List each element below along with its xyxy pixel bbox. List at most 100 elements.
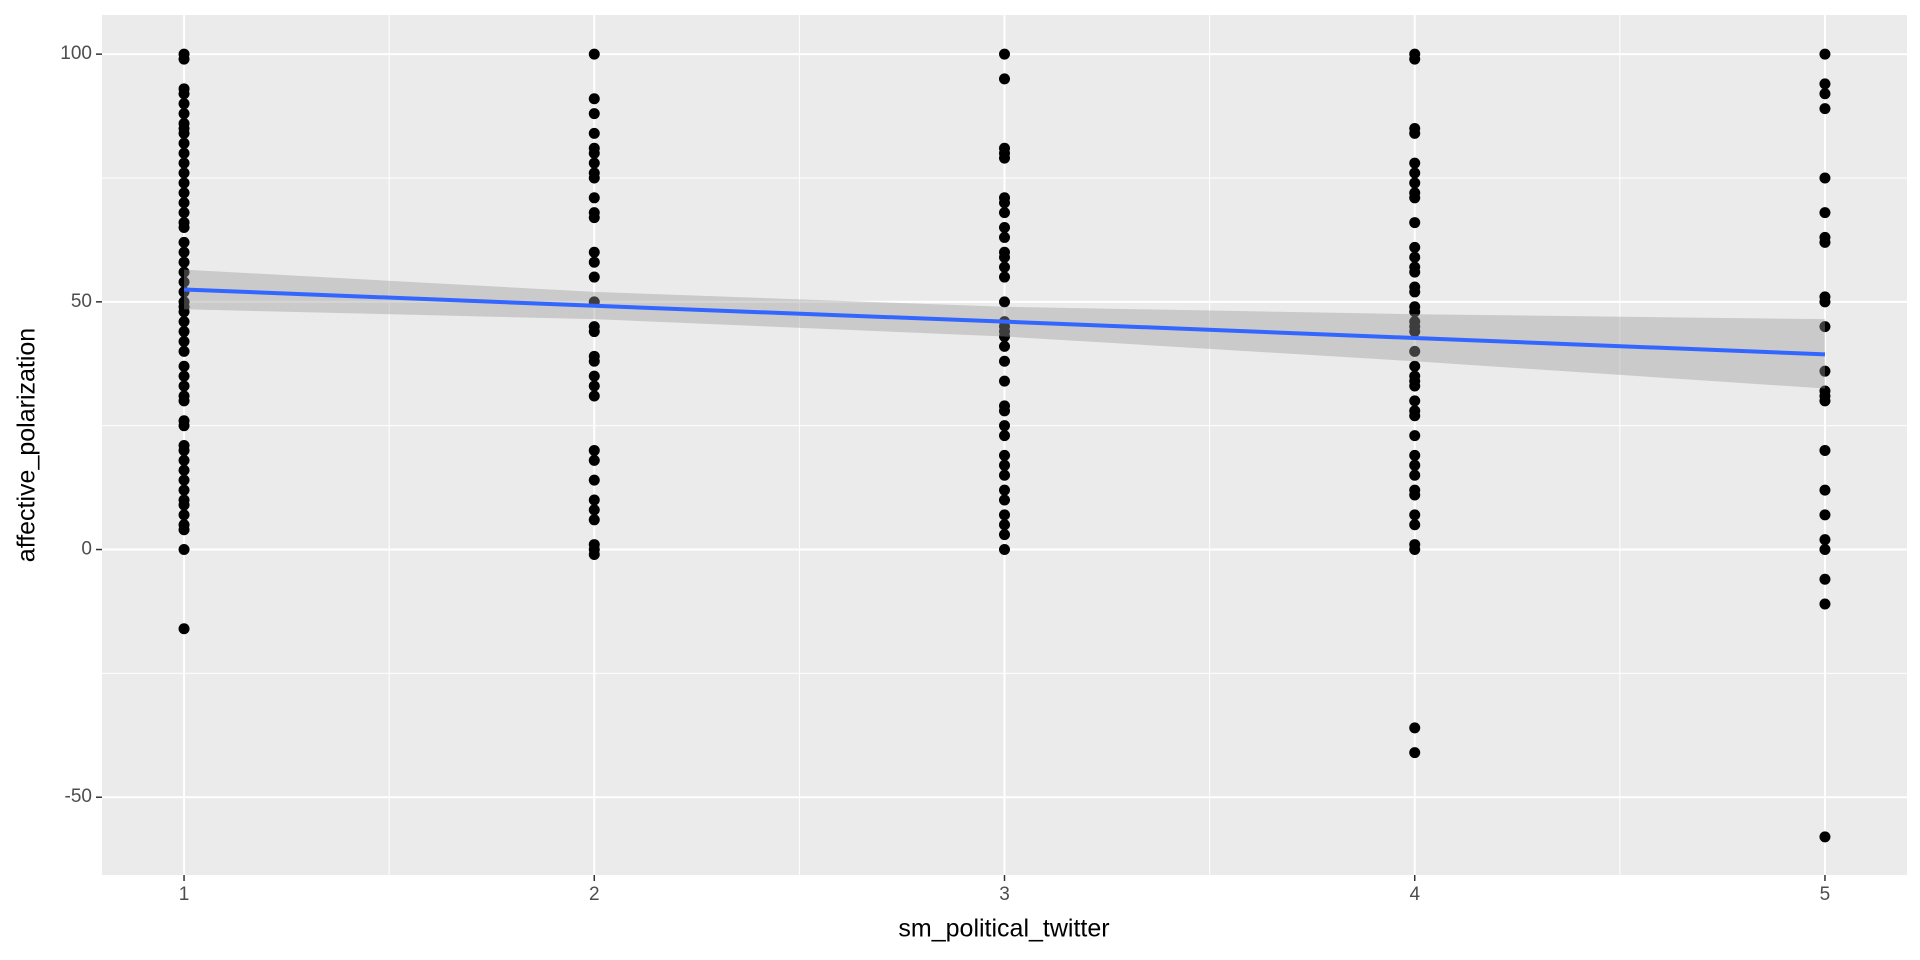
data-point: [999, 430, 1010, 442]
data-point: [1819, 88, 1831, 100]
data-point: [999, 494, 1010, 506]
data-point: [1819, 598, 1831, 610]
data-point: [588, 454, 600, 466]
data-point: [178, 544, 190, 556]
data-point: [1409, 449, 1421, 461]
data-point: [999, 152, 1010, 164]
data-point: [1819, 365, 1831, 377]
data-point: [588, 147, 600, 159]
data-point: [1409, 747, 1421, 759]
data-point: [588, 93, 600, 105]
regression-line: [183, 287, 1826, 357]
data-point: [178, 127, 190, 139]
data-point: [178, 167, 190, 179]
data-point: [178, 147, 190, 159]
data-point: [999, 251, 1010, 263]
data-point: [588, 548, 600, 560]
data-point: [1819, 236, 1831, 248]
data-point: [178, 509, 190, 521]
data-point: [1819, 444, 1831, 456]
data-point: [1409, 430, 1421, 442]
data-point: [1409, 326, 1421, 338]
data-point: [999, 73, 1010, 85]
data-point: [178, 98, 190, 110]
data-point: [588, 390, 600, 402]
data-point: [1409, 53, 1421, 65]
data-point: [1409, 509, 1421, 521]
data-point: [588, 355, 600, 367]
x-tick-label: 1: [179, 884, 190, 905]
data-point: [588, 192, 600, 204]
data-point: [178, 236, 190, 248]
data-point: [588, 494, 600, 506]
data-point: [1819, 534, 1831, 546]
data-point: [1409, 127, 1421, 139]
data-point: [588, 212, 600, 224]
data-point: [588, 157, 600, 169]
data-point: [1819, 172, 1831, 184]
data-point: [999, 222, 1010, 234]
data-point: [588, 326, 600, 338]
data-point: [1819, 78, 1831, 90]
data-point: [178, 499, 190, 511]
data-point: [588, 370, 600, 382]
data-point: [588, 514, 600, 526]
data-point: [1819, 103, 1831, 115]
data-point: [178, 464, 190, 476]
data-point: [999, 529, 1010, 541]
data-point: [178, 484, 190, 496]
data-point: [178, 444, 190, 456]
data-point: [1819, 48, 1831, 60]
data-point: [999, 231, 1010, 243]
data-point: [178, 380, 190, 392]
data-point: [178, 306, 190, 318]
data-point: [999, 296, 1010, 308]
data-point: [178, 207, 190, 219]
data-point: [999, 355, 1010, 367]
data-point: [1409, 410, 1421, 422]
data-point: [178, 197, 190, 209]
data-point: [999, 197, 1010, 209]
data-point: [178, 266, 190, 278]
data-point: [178, 623, 190, 635]
data-point: [178, 326, 190, 338]
data-point: [178, 276, 190, 288]
data-point: [1409, 459, 1421, 471]
data-point: [178, 256, 190, 268]
data-point: [1409, 192, 1421, 204]
data-point: [1409, 489, 1421, 501]
confidence-band: [184, 269, 1825, 389]
data-point: [1819, 544, 1831, 556]
data-point: [588, 271, 600, 283]
data-point: [178, 420, 190, 432]
data-point: [1819, 573, 1831, 585]
data-point: [999, 544, 1010, 556]
data-point: [999, 261, 1010, 273]
data-point: [1409, 380, 1421, 392]
data-point: [999, 459, 1010, 471]
data-point: [178, 246, 190, 258]
data-point: [999, 469, 1010, 481]
data-point: [588, 380, 600, 392]
data-point: [178, 335, 190, 347]
data-point: [999, 509, 1010, 521]
data-point: [178, 474, 190, 486]
x-tick-label: 5: [1820, 884, 1831, 905]
data-point: [588, 127, 600, 139]
data-point: [999, 405, 1010, 417]
data-point: [588, 48, 600, 60]
data-point: [1409, 345, 1421, 357]
data-point: [178, 88, 190, 100]
data-point: [1409, 177, 1421, 189]
y-tick-label: 50: [71, 291, 92, 312]
data-point: [1409, 544, 1421, 556]
data-point: [999, 340, 1010, 352]
data-point: [1819, 321, 1831, 333]
data-point: [178, 316, 190, 328]
x-tick-label: 4: [1409, 884, 1420, 905]
data-point: [1409, 306, 1421, 318]
data-point: [999, 207, 1010, 219]
data-point: [1409, 157, 1421, 169]
data-point: [1409, 217, 1421, 229]
